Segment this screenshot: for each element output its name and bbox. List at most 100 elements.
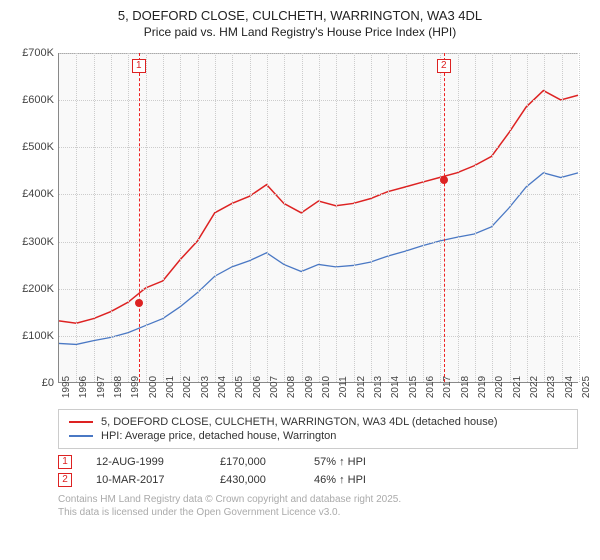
legend-swatch — [69, 435, 93, 437]
x-axis-label: 2007 — [269, 376, 280, 398]
gridline-vertical — [232, 53, 233, 382]
x-axis-label: 2023 — [546, 376, 557, 398]
x-axis-label: 2017 — [442, 376, 453, 398]
x-axis-label: 1997 — [96, 376, 107, 398]
x-axis-label: 2003 — [200, 376, 211, 398]
attribution-line-2: This data is licensed under the Open Gov… — [58, 506, 588, 519]
gridline-vertical — [423, 53, 424, 382]
x-axis-label: 2024 — [564, 376, 575, 398]
event-row-date: 10-MAR-2017 — [96, 474, 196, 486]
x-axis-label: 2009 — [304, 376, 315, 398]
x-axis-label: 2015 — [408, 376, 419, 398]
gridline-vertical — [440, 53, 441, 382]
event-row-price: £430,000 — [220, 474, 290, 486]
chart-title: 5, DOEFORD CLOSE, CULCHETH, WARRINGTON, … — [12, 8, 588, 23]
x-axis-label: 2000 — [148, 376, 159, 398]
gridline-vertical — [579, 53, 580, 382]
y-axis-label: £700K — [12, 47, 54, 59]
gridline-vertical — [302, 53, 303, 382]
x-axis-label: 2011 — [338, 376, 349, 398]
gridline-vertical — [492, 53, 493, 382]
event-marker-box: 1 — [132, 59, 146, 73]
gridline-vertical — [510, 53, 511, 382]
gridline-vertical — [76, 53, 77, 382]
gridline-vertical — [284, 53, 285, 382]
y-axis-label: £500K — [12, 141, 54, 153]
event-row: 1 12-AUG-1999 £170,000 57% ↑ HPI — [58, 455, 588, 469]
legend-label: HPI: Average price, detached house, Warr… — [101, 430, 336, 442]
x-axis-label: 2016 — [425, 376, 436, 398]
gridline-vertical — [319, 53, 320, 382]
event-data-point — [135, 299, 143, 307]
y-axis-label: £100K — [12, 330, 54, 342]
x-axis-label: 2014 — [390, 376, 401, 398]
x-axis-label: 2012 — [356, 376, 367, 398]
gridline-vertical — [388, 53, 389, 382]
x-axis-label: 2019 — [477, 376, 488, 398]
gridline-vertical — [371, 53, 372, 382]
gridline-vertical — [215, 53, 216, 382]
legend-row: HPI: Average price, detached house, Warr… — [69, 430, 567, 442]
x-axis-label: 1999 — [130, 376, 141, 398]
x-axis-label: 2013 — [373, 376, 384, 398]
event-row: 2 10-MAR-2017 £430,000 46% ↑ HPI — [58, 473, 588, 487]
y-axis-label: £600K — [12, 94, 54, 106]
event-row-price: £170,000 — [220, 456, 290, 468]
legend-label: 5, DOEFORD CLOSE, CULCHETH, WARRINGTON, … — [101, 416, 498, 428]
x-axis-label: 1996 — [78, 376, 89, 398]
x-axis-label: 2010 — [321, 376, 332, 398]
gridline-vertical — [475, 53, 476, 382]
x-axis-label: 2004 — [217, 376, 228, 398]
y-axis-label: £0 — [12, 377, 54, 389]
gridline-vertical — [336, 53, 337, 382]
attribution-line-1: Contains HM Land Registry data © Crown c… — [58, 493, 588, 506]
x-axis-label: 1998 — [113, 376, 124, 398]
gridline-vertical — [128, 53, 129, 382]
gridline-vertical — [267, 53, 268, 382]
x-axis-label: 2005 — [234, 376, 245, 398]
x-axis-label: 2008 — [286, 376, 297, 398]
gridline-vertical — [458, 53, 459, 382]
event-row-pct: 46% ↑ HPI — [314, 474, 394, 486]
gridline-vertical — [163, 53, 164, 382]
gridline-vertical — [146, 53, 147, 382]
x-axis-label: 2020 — [494, 376, 505, 398]
x-axis-label: 2022 — [529, 376, 540, 398]
plot-region: 12 — [58, 53, 578, 383]
event-vline — [444, 53, 445, 382]
chart-area: 12 £0£100K£200K£300K£400K£500K£600K£700K… — [12, 47, 588, 407]
x-axis-label: 1995 — [61, 376, 72, 398]
events-table: 1 12-AUG-1999 £170,000 57% ↑ HPI 2 10-MAR-201… — [58, 455, 588, 487]
gridline-vertical — [406, 53, 407, 382]
x-axis-label: 2006 — [252, 376, 263, 398]
chart-container: 5, DOEFORD CLOSE, CULCHETH, WARRINGTON, … — [0, 0, 600, 560]
gridline-vertical — [180, 53, 181, 382]
legend-row: 5, DOEFORD CLOSE, CULCHETH, WARRINGTON, … — [69, 416, 567, 428]
gridline-vertical — [527, 53, 528, 382]
gridline-vertical — [354, 53, 355, 382]
gridline-vertical — [198, 53, 199, 382]
y-axis-label: £300K — [12, 236, 54, 248]
event-marker-box: 2 — [437, 59, 451, 73]
x-axis-label: 2002 — [182, 376, 193, 398]
gridline-vertical — [562, 53, 563, 382]
event-vline — [139, 53, 140, 382]
x-axis-label: 2001 — [165, 376, 176, 398]
chart-subtitle: Price paid vs. HM Land Registry's House … — [12, 25, 588, 39]
event-row-marker: 2 — [58, 473, 72, 487]
legend-swatch — [69, 421, 93, 423]
y-axis-label: £400K — [12, 188, 54, 200]
x-axis-label: 2021 — [512, 376, 523, 398]
gridline-vertical — [94, 53, 95, 382]
legend: 5, DOEFORD CLOSE, CULCHETH, WARRINGTON, … — [58, 409, 578, 449]
event-data-point — [440, 176, 448, 184]
event-row-pct: 57% ↑ HPI — [314, 456, 394, 468]
event-row-date: 12-AUG-1999 — [96, 456, 196, 468]
x-axis-label: 2025 — [581, 376, 592, 398]
y-axis-label: £200K — [12, 283, 54, 295]
attribution: Contains HM Land Registry data © Crown c… — [58, 493, 588, 519]
event-row-marker: 1 — [58, 455, 72, 469]
gridline-vertical — [250, 53, 251, 382]
gridline-vertical — [111, 53, 112, 382]
x-axis-label: 2018 — [460, 376, 471, 398]
